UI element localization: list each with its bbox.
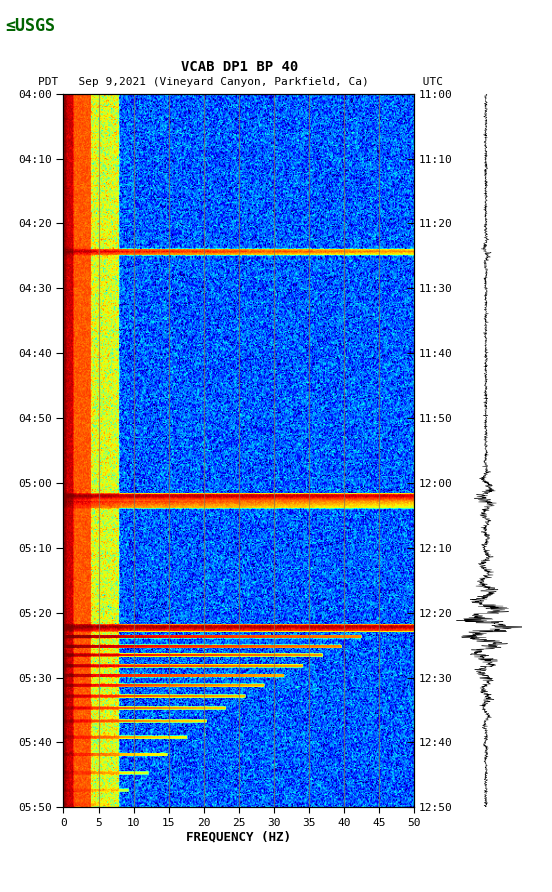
Text: PDT   Sep 9,2021 (Vineyard Canyon, Parkfield, Ca)        UTC: PDT Sep 9,2021 (Vineyard Canyon, Parkfie… (38, 78, 443, 87)
Text: VCAB DP1 BP 40: VCAB DP1 BP 40 (182, 60, 299, 74)
Text: ≤USGS: ≤USGS (6, 17, 56, 35)
X-axis label: FREQUENCY (HZ): FREQUENCY (HZ) (186, 830, 291, 844)
